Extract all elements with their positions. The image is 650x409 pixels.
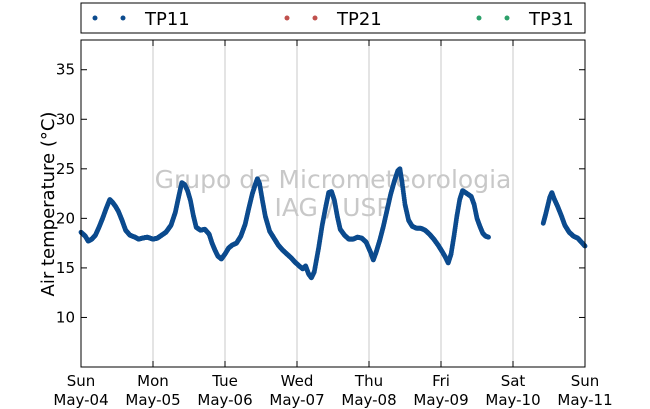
legend-marker bbox=[92, 15, 98, 21]
y-axis-label: Air temperature (°C) bbox=[38, 112, 59, 297]
legend-marker bbox=[120, 15, 126, 21]
x-tick-day: Sun bbox=[571, 372, 600, 390]
plot-frame bbox=[80, 39, 586, 368]
y-tick-label: 25 bbox=[56, 160, 75, 178]
y-tick-label: 15 bbox=[56, 259, 75, 277]
axes: SunMay-04MonMay-05TueMay-06WedMay-07ThuM… bbox=[53, 40, 613, 409]
grid-lines bbox=[152, 40, 514, 367]
x-tick-date: May-06 bbox=[197, 391, 252, 409]
x-tick-date: May-08 bbox=[341, 391, 396, 409]
x-tick-date: May-05 bbox=[125, 391, 180, 409]
x-tick-day: Tue bbox=[211, 372, 238, 390]
watermark-text: Grupo de Micrometeorologia bbox=[155, 165, 512, 194]
x-tick-day: Wed bbox=[281, 372, 314, 390]
x-tick-day: Mon bbox=[137, 372, 169, 390]
legend-marker bbox=[476, 15, 482, 21]
x-tick-day: Fri bbox=[432, 372, 450, 390]
y-tick-label: 30 bbox=[56, 110, 75, 128]
legend-marker bbox=[504, 15, 510, 21]
x-tick-date: May-09 bbox=[413, 391, 468, 409]
legend: TP11 TP21 TP31 bbox=[80, 2, 586, 34]
x-tick-day: Sat bbox=[501, 372, 526, 390]
y-tick-label: 10 bbox=[56, 308, 75, 326]
y-tick-label: 35 bbox=[56, 61, 75, 79]
legend-marker bbox=[284, 15, 290, 21]
data-point bbox=[486, 234, 491, 240]
x-tick-day: Thu bbox=[354, 372, 383, 390]
legend-label: TP11 bbox=[144, 9, 190, 30]
x-tick-date: May-07 bbox=[269, 391, 324, 409]
y-tick-label: 20 bbox=[56, 209, 75, 227]
legend-box bbox=[80, 2, 586, 34]
data-points bbox=[78, 166, 588, 281]
x-tick-day: Sun bbox=[67, 372, 96, 390]
x-tick-date: May-04 bbox=[53, 391, 108, 409]
x-tick-date: May-10 bbox=[485, 391, 540, 409]
legend-label: TP21 bbox=[336, 9, 382, 30]
legend-label: TP31 bbox=[528, 9, 574, 30]
legend-marker bbox=[312, 15, 318, 21]
x-tick-date: May-11 bbox=[557, 391, 612, 409]
